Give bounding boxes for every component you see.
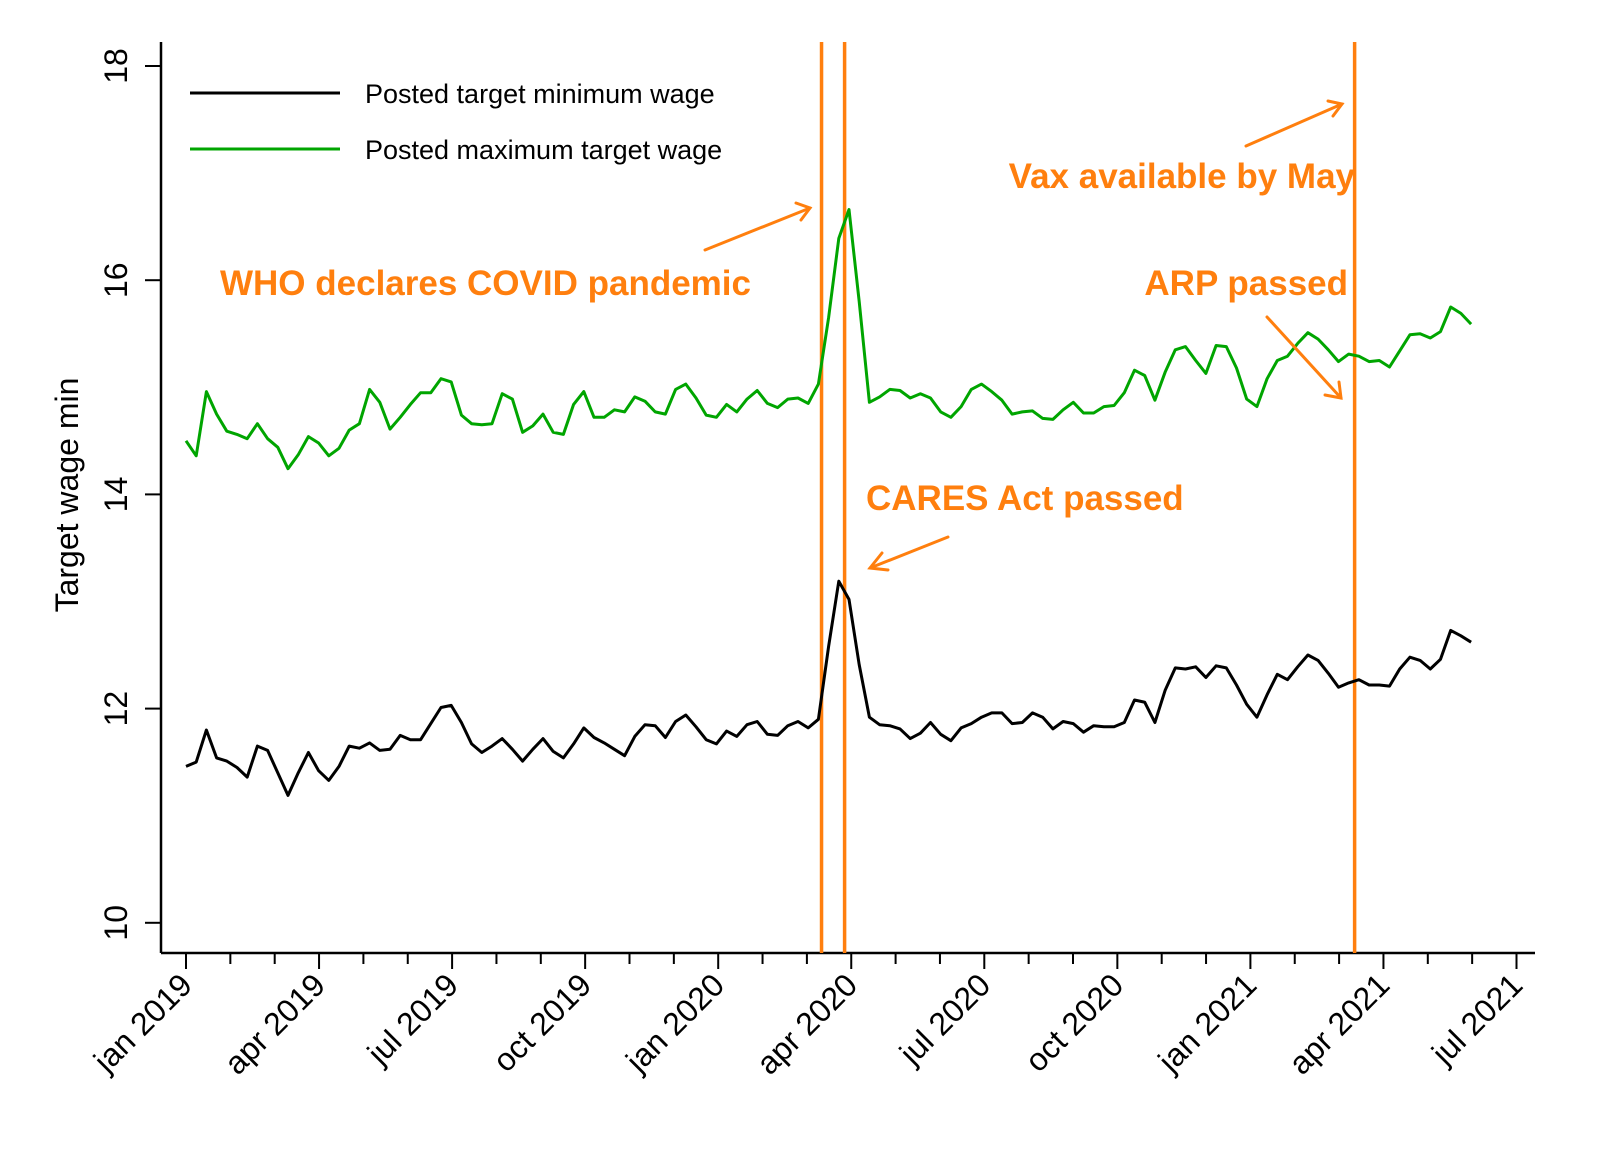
arrow-arp — [1265, 315, 1343, 400]
x-tick-label: jan 2020 — [618, 966, 731, 1079]
event-lines — [819, 42, 1357, 953]
y-axis-title: Target wage min — [49, 378, 85, 613]
y-tick-label: 16 — [98, 262, 134, 298]
y-tick-label: 12 — [98, 691, 134, 727]
series-line-min-wage — [185, 579, 1472, 797]
y-tick-label: 14 — [98, 477, 134, 513]
x-tick-label: jul 2019 — [360, 966, 465, 1071]
y-tick-label: 10 — [98, 905, 134, 941]
series-lines — [184, 208, 1473, 797]
x-tick-label: jan 2019 — [86, 966, 199, 1079]
arrow-vax — [1244, 99, 1345, 148]
annotation-vax: Vax available by May — [1009, 157, 1356, 196]
x-tick-label: apr 2019 — [217, 966, 332, 1081]
x-tick-label: jul 2020 — [892, 966, 997, 1071]
annotation-arrows — [703, 99, 1345, 572]
legend-label-min: Posted target minimum wage — [365, 79, 715, 109]
x-tick-label: jul 2021 — [1424, 966, 1529, 1071]
arrow-cares — [867, 535, 950, 572]
legend-label-max: Posted maximum target wage — [365, 135, 722, 165]
x-tick-label: jan 2021 — [1150, 966, 1263, 1079]
annotations: WHO declares COVID pandemic CARES Act pa… — [220, 157, 1356, 518]
y-tick-label: 18 — [98, 48, 134, 84]
series-line-max-wage — [184, 208, 1473, 471]
legend: Posted target minimum wage Posted maximu… — [190, 79, 722, 165]
annotation-arp: ARP passed — [1144, 264, 1348, 303]
x-tick-label: oct 2020 — [1018, 966, 1130, 1078]
x-tick-label: apr 2021 — [1282, 966, 1397, 1081]
x-tick-label: oct 2019 — [486, 966, 598, 1078]
arrow-who — [703, 201, 813, 252]
annotation-who: WHO declares COVID pandemic — [220, 264, 751, 303]
annotation-cares: CARES Act passed — [866, 479, 1184, 518]
x-tick-label: apr 2020 — [749, 966, 864, 1081]
